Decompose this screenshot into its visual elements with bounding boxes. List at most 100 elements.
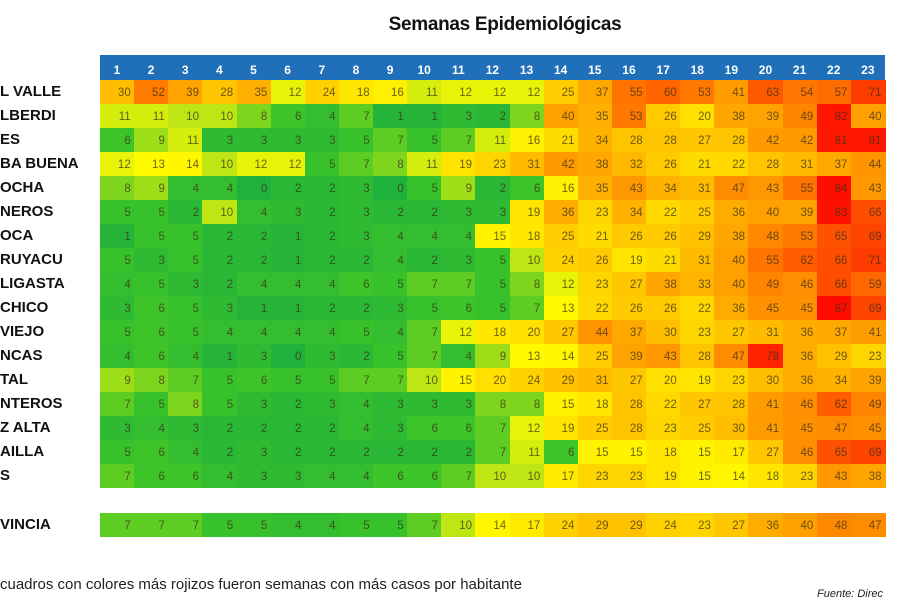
heatmap-row-cell: 20 — [509, 320, 545, 344]
heatmap-row-cell: 47 — [816, 416, 852, 440]
heatmap-row-cell: 5 — [338, 320, 374, 344]
heatmap-row-cell: 22 — [577, 296, 613, 320]
heatmap-row-cell: 7 — [338, 368, 374, 392]
province-total-row-cell: 24 — [646, 513, 681, 537]
heatmap-row-cell: 44 — [577, 320, 613, 344]
heatmap-row-cell: 87 — [816, 296, 852, 320]
heatmap-row-cell: 7 — [441, 128, 477, 152]
heatmap-row-cell: 15 — [475, 224, 511, 248]
heatmap-row-cell: 6 — [134, 296, 169, 320]
heatmap-row-cell: 63 — [748, 80, 784, 104]
heatmap-row-cell: 25 — [577, 344, 613, 368]
heatmap-row-cell: 5 — [168, 296, 203, 320]
week-header-23: 23 — [861, 63, 875, 77]
heatmap-row-cell: 2 — [304, 176, 340, 200]
heatmap-row-cell: 37 — [611, 320, 647, 344]
province-total-row-cell: 5 — [373, 513, 408, 537]
heatmap-row-cell: 84 — [816, 176, 852, 200]
week-header-11: 11 — [451, 63, 465, 77]
heatmap-row-cell: 15 — [543, 392, 579, 416]
heatmap-row-cell: 21 — [577, 224, 613, 248]
heatmap-row-cell: 3 — [304, 344, 340, 368]
heatmap-row-cell: 5 — [134, 224, 169, 248]
heatmap-row-cell: 40 — [748, 200, 784, 224]
heatmap-row-cell: 18 — [748, 464, 784, 488]
heatmap-row-cell: 3 — [373, 296, 408, 320]
heatmap-row-cell: 3 — [100, 416, 135, 440]
heatmap-row-cell: 35 — [577, 176, 613, 200]
heatmap-row-cell: 2 — [270, 416, 306, 440]
heatmap-row-cell: 27 — [748, 440, 784, 464]
heatmap-row-label: OCA — [0, 227, 34, 244]
heatmap-row-cell: 1 — [270, 248, 306, 272]
heatmap-row-cell: 55 — [611, 80, 647, 104]
week-header-14: 14 — [554, 63, 568, 77]
heatmap-row-cell: 31 — [680, 248, 715, 272]
heatmap-row-cell: 2 — [373, 440, 408, 464]
heatmap-row-cell: 4 — [304, 320, 340, 344]
heatmap-row-cell: 65 — [816, 224, 852, 248]
province-total-row-cell: 14 — [475, 513, 511, 537]
heatmap-row-label: VIEJO — [0, 323, 45, 340]
heatmap-row-cell: 3 — [236, 440, 272, 464]
heatmap-row-cell: 53 — [611, 104, 647, 128]
heatmap-row-cell: 2 — [338, 344, 374, 368]
heatmap-row-cell: 11 — [100, 104, 135, 128]
heatmap-row-cell: 47 — [714, 344, 750, 368]
heatmap-row-cell: 6 — [407, 464, 442, 488]
heatmap-row-cell: 1 — [270, 296, 306, 320]
heatmap-row-cell: 5 — [475, 296, 511, 320]
heatmap-row-cell: 34 — [646, 176, 681, 200]
province-total-row-cell: 4 — [304, 513, 340, 537]
province-total-row-cell: 10 — [441, 513, 477, 537]
week-header-13: 13 — [519, 63, 534, 77]
heatmap-row-cell: 3 — [475, 200, 511, 224]
heatmap-row-cell: 2 — [304, 200, 340, 224]
heatmap-row-cell: 29 — [680, 224, 715, 248]
heatmap-row-cell: 15 — [680, 440, 715, 464]
heatmap-row-cell: 16 — [543, 176, 579, 200]
heatmap-row-cell: 21 — [680, 152, 715, 176]
province-total-row-cell: 23 — [680, 513, 715, 537]
heatmap-row-cell: 0 — [270, 344, 306, 368]
heatmap-row-cell: 6 — [270, 104, 306, 128]
heatmap-row-cell: 43 — [850, 176, 886, 200]
heatmap-row-cell: 23 — [714, 368, 750, 392]
heatmap-row-cell: 28 — [714, 392, 750, 416]
heatmap-row-cell: 62 — [782, 248, 818, 272]
heatmap-row-cell: 22 — [714, 152, 750, 176]
heatmap-row-cell: 4 — [202, 320, 238, 344]
heatmap-row-cell: 4 — [304, 104, 340, 128]
heatmap-row-cell: 25 — [543, 80, 579, 104]
province-total-row-cell: 7 — [168, 513, 203, 537]
heatmap-row-cell: 11 — [475, 128, 511, 152]
heatmap-row-cell: 23 — [577, 200, 613, 224]
heatmap-row-cell: 38 — [714, 104, 750, 128]
heatmap-row-cell: 30 — [748, 368, 784, 392]
heatmap-row-cell: 19 — [611, 248, 647, 272]
week-header-5: 5 — [250, 63, 257, 77]
heatmap-row-cell: 3 — [270, 200, 306, 224]
province-total-row-cell: 4 — [270, 513, 306, 537]
heatmap-row-cell: 24 — [543, 248, 579, 272]
heatmap-row-cell: 23 — [577, 272, 613, 296]
heatmap-row-cell: 6 — [338, 272, 374, 296]
heatmap-row-cell: 36 — [714, 296, 750, 320]
heatmap-row-cell: 53 — [782, 224, 818, 248]
heatmap-row-cell: 3 — [304, 128, 340, 152]
heatmap-row-cell: 3 — [202, 128, 238, 152]
heatmap-row-cell: 45 — [748, 296, 784, 320]
heatmap-row-cell: 18 — [646, 440, 681, 464]
heatmap-row-cell: 5 — [100, 320, 135, 344]
heatmap-row-cell: 14 — [168, 152, 203, 176]
heatmap-row-cell: 5 — [100, 200, 135, 224]
heatmap-row-cell: 2 — [270, 392, 306, 416]
heatmap-row-cell: 3 — [134, 248, 169, 272]
heatmap-row-cell: 4 — [407, 224, 442, 248]
heatmap-row-cell: 2 — [407, 440, 442, 464]
heatmap-row-cell: 14 — [543, 344, 579, 368]
province-total-row-cell: 48 — [816, 513, 852, 537]
heatmap-row-cell: 26 — [611, 296, 647, 320]
heatmap-row-cell: 78 — [748, 344, 784, 368]
heatmap-row-cell: 2 — [441, 440, 477, 464]
